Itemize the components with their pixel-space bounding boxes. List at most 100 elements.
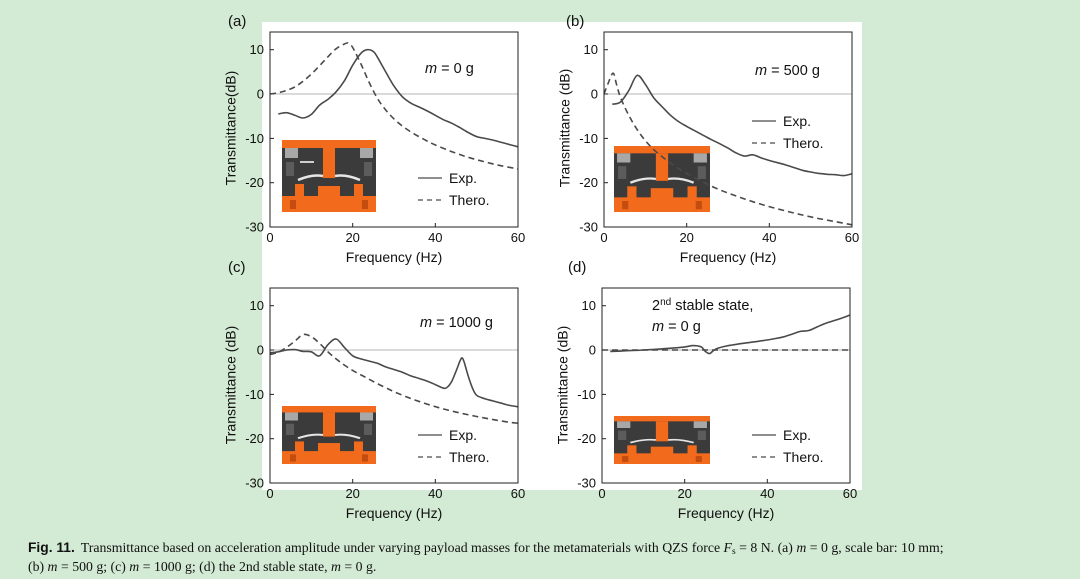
y-tick-label: -20: [245, 431, 264, 446]
y-tick-label: -10: [577, 387, 596, 402]
y-axis-label: Transmittance (dB): [223, 326, 239, 445]
panel-annotation: m = 1000 g: [420, 315, 493, 331]
annotation-text: = 500 g: [767, 63, 820, 79]
y-tick-label: -20: [579, 175, 598, 190]
annotation-math-var: m: [755, 63, 767, 79]
annotation-superscript: nd: [660, 297, 671, 308]
x-axis-label: Frequency (Hz): [678, 505, 774, 521]
y-tick-label: 0: [257, 87, 264, 102]
x-tick-label: 20: [345, 486, 359, 501]
series-exp-line: [269, 338, 519, 408]
annotation-text: = 1000 g: [432, 315, 493, 331]
caption-math-var: m: [129, 559, 140, 574]
legend-label-thero: Thero.: [449, 192, 489, 208]
x-tick-label: 40: [762, 230, 776, 245]
annotation-math-var: m: [652, 319, 664, 335]
y-tick-label: -30: [245, 476, 264, 491]
x-tick-label: 60: [511, 230, 525, 245]
x-tick-label: 60: [845, 230, 859, 245]
x-tick-label: 0: [266, 230, 273, 245]
y-tick-label: -10: [245, 387, 264, 402]
x-tick-label: 60: [843, 486, 857, 501]
legend-label-thero: Thero.: [783, 135, 823, 151]
legend-label-exp: Exp.: [449, 427, 477, 443]
caption-text: = 0 g, scale bar: 10 mm;: [806, 540, 944, 555]
annotation-math-var: m: [425, 61, 437, 77]
plot-frame: [269, 287, 519, 484]
x-tick-label: 0: [600, 230, 607, 245]
caption-text: = 0 g.: [340, 559, 377, 574]
caption-text: Transmittance based on acceleration ampl…: [80, 540, 724, 555]
x-axis-label: Frequency (Hz): [680, 249, 776, 265]
y-tick-label: 0: [257, 343, 264, 358]
caption-math-subscript: s: [731, 547, 736, 557]
series-exp-line: [610, 314, 851, 355]
series-exp-line: [278, 48, 519, 148]
y-tick-label: -20: [245, 175, 264, 190]
y-tick-label: 0: [589, 343, 596, 358]
legend-label-thero: Thero.: [783, 449, 823, 465]
panel-annotation: m = 0 g: [425, 61, 474, 77]
annotation-text: = 0 g: [437, 61, 474, 77]
annotation-text: 2: [652, 298, 660, 314]
photo-insets: [282, 140, 710, 464]
y-axis-label: Transmittance(dB): [223, 71, 239, 186]
caption-text: = 1000 g; (d) the 2nd stable state,: [139, 559, 331, 574]
photo-inset-c: [282, 406, 376, 464]
legend-label-exp: Exp.: [783, 113, 811, 129]
plot-frame: [601, 287, 851, 484]
y-tick-label: 10: [250, 298, 264, 313]
y-axis-label: Transmittance (dB): [557, 69, 573, 188]
x-tick-label: 20: [679, 230, 693, 245]
panel-annotation: m = 0 g: [652, 319, 701, 335]
panel-annotation: m = 500 g: [755, 63, 820, 79]
x-axis-label: Frequency (Hz): [346, 249, 442, 265]
y-tick-label: 0: [591, 87, 598, 102]
caption-line-2: (b) m = 500 g; (c) m = 1000 g; (d) the 2…: [28, 557, 1068, 576]
y-tick-label: -10: [579, 131, 598, 146]
y-tick-label: -10: [245, 131, 264, 146]
panel-label: (d): [568, 259, 586, 276]
panel-label: (b): [566, 13, 584, 30]
plot-frame: [603, 31, 853, 228]
x-tick-label: 20: [345, 230, 359, 245]
caption-math-var: m: [796, 540, 807, 555]
caption-text: (b): [28, 559, 48, 574]
plot-frame: [269, 31, 519, 228]
legend-label-exp: Exp.: [449, 170, 477, 186]
x-tick-label: 40: [428, 230, 442, 245]
caption-math-var: m: [330, 559, 341, 574]
photo-inset-d: [614, 416, 710, 464]
series-thero-line: [603, 72, 853, 226]
x-tick-label: 40: [428, 486, 442, 501]
panel-label: (c): [228, 259, 246, 276]
y-tick-label: -30: [579, 220, 598, 235]
y-tick-label: 10: [250, 42, 264, 57]
annotation-text: stable state,: [671, 298, 753, 314]
photo-inset-a: [282, 140, 376, 212]
caption-text: = 500 g; (c): [57, 559, 130, 574]
y-tick-label: 10: [582, 298, 596, 313]
figure-number: Fig. 11.: [28, 540, 75, 555]
series-thero-line: [269, 333, 519, 424]
y-tick-label: -30: [245, 220, 264, 235]
series-thero-line: [269, 42, 519, 170]
figure-caption: Fig. 11. Transmittance based on accelerat…: [28, 538, 1068, 576]
caption-text: = 8 N. (a): [735, 540, 797, 555]
caption-math-var: F: [723, 540, 732, 555]
caption-math-var: m: [47, 559, 58, 574]
caption-line-1: Fig. 11. Transmittance based on accelerat…: [28, 538, 1068, 557]
x-tick-label: 40: [760, 486, 774, 501]
x-tick-label: 60: [511, 486, 525, 501]
y-tick-label: -30: [577, 476, 596, 491]
y-tick-label: 10: [584, 42, 598, 57]
series-exp-line: [612, 74, 853, 177]
annotation-text: = 0 g: [664, 319, 701, 335]
panel-label: (a): [228, 13, 246, 30]
annotation-math-var: m: [420, 315, 432, 331]
